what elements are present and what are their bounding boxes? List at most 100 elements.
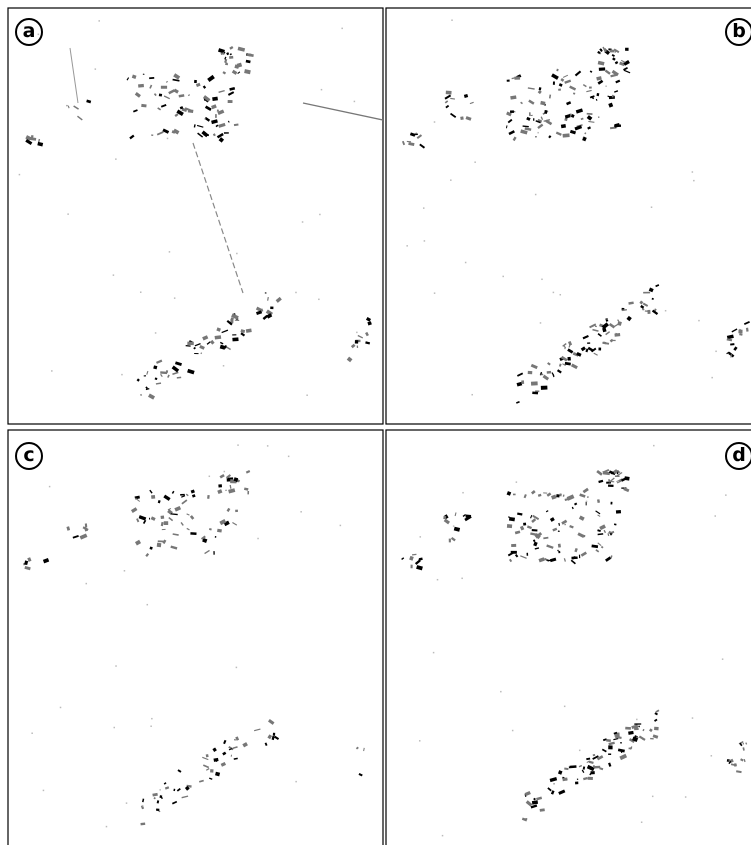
speckle [443, 516, 446, 519]
noise-dot [636, 719, 638, 721]
speckle [141, 104, 146, 107]
speckle [606, 739, 611, 742]
noise-dot [341, 28, 343, 30]
speckle [535, 136, 536, 137]
noise-dot [605, 85, 607, 87]
speckle [138, 84, 144, 88]
noise-dot [98, 20, 100, 22]
noise-dot [49, 486, 51, 488]
noise-dot [318, 299, 320, 301]
speckle [212, 97, 218, 101]
noise-dot [60, 707, 62, 709]
speckle [224, 132, 229, 133]
speckle [513, 494, 516, 496]
noise-dot [257, 538, 259, 540]
speckle [638, 726, 639, 728]
noise-dot [406, 245, 408, 247]
noise-dot [651, 206, 653, 208]
noise-dot [424, 240, 426, 242]
speckle [149, 77, 154, 79]
noise-dot [434, 292, 436, 294]
noise-dot [113, 274, 115, 276]
noise-dot [43, 790, 45, 792]
speckle [564, 347, 565, 349]
speckle [218, 484, 222, 487]
speckle [558, 88, 561, 90]
panel-label: c [23, 444, 34, 466]
noise-dot [692, 171, 694, 173]
speckle [140, 823, 145, 826]
speckle [544, 110, 547, 114]
speckle [194, 80, 197, 83]
noise-dot [516, 481, 518, 483]
speckle [190, 532, 196, 535]
speckle [559, 493, 562, 496]
noise-dot [461, 578, 463, 580]
noise-dot [665, 310, 667, 312]
speckle [608, 753, 611, 755]
speckle [151, 495, 155, 499]
panel-label: a [23, 20, 36, 42]
noise-dot [579, 750, 581, 752]
speckle [531, 381, 538, 385]
noise-dot [451, 19, 453, 21]
panel: b [386, 8, 751, 424]
speckle [210, 769, 213, 772]
noise-dot [465, 262, 467, 264]
panel-label: b [732, 20, 746, 42]
noise-dot [356, 332, 358, 334]
noise-dot [711, 755, 713, 757]
speckle [587, 496, 589, 498]
speckle [547, 371, 552, 374]
panel: c [8, 430, 383, 845]
speckle [156, 809, 159, 811]
noise-dot [142, 805, 144, 807]
speckle [528, 371, 533, 374]
noise-dot [51, 370, 53, 372]
speckle [215, 536, 217, 538]
speckle [158, 540, 164, 542]
speckle [734, 763, 736, 766]
noise-dot [560, 294, 562, 296]
speckle [508, 516, 509, 518]
noise-dot [295, 292, 297, 294]
noise-dot [340, 525, 342, 527]
noise-dot [321, 89, 323, 91]
noise-dot [124, 570, 126, 572]
speckle [523, 523, 526, 526]
speckle [645, 310, 648, 311]
noise-dot [535, 194, 537, 196]
noise-dot [692, 717, 694, 719]
noise-dot [641, 821, 643, 823]
noise-dot [306, 394, 308, 396]
speckle [143, 74, 145, 75]
speckle [460, 116, 464, 120]
noise-dot [653, 445, 655, 447]
noise-dot [471, 394, 473, 396]
noise-dot [19, 174, 21, 176]
noise-dot [722, 658, 724, 660]
noise-dot [698, 320, 700, 322]
speckle [610, 50, 615, 53]
speckle [213, 551, 214, 555]
noise-dot [564, 706, 566, 708]
speckle [85, 523, 87, 527]
noise-dot [140, 291, 142, 293]
noise-dot [500, 691, 502, 693]
noise-dot [237, 444, 239, 446]
speckle [228, 100, 233, 103]
noise-dot [512, 730, 513, 732]
speckle [634, 728, 639, 730]
noise-dot [420, 536, 422, 538]
noise-dot [224, 471, 226, 473]
speckle [265, 292, 267, 293]
noise-dot [474, 161, 476, 163]
panel-label: d [732, 444, 746, 466]
speckle [558, 544, 561, 548]
speckle [229, 56, 233, 59]
noise-dot [126, 802, 128, 804]
noise-dot [267, 445, 269, 447]
speckle [247, 491, 249, 494]
speckle [514, 76, 520, 79]
noise-dot [159, 789, 161, 791]
